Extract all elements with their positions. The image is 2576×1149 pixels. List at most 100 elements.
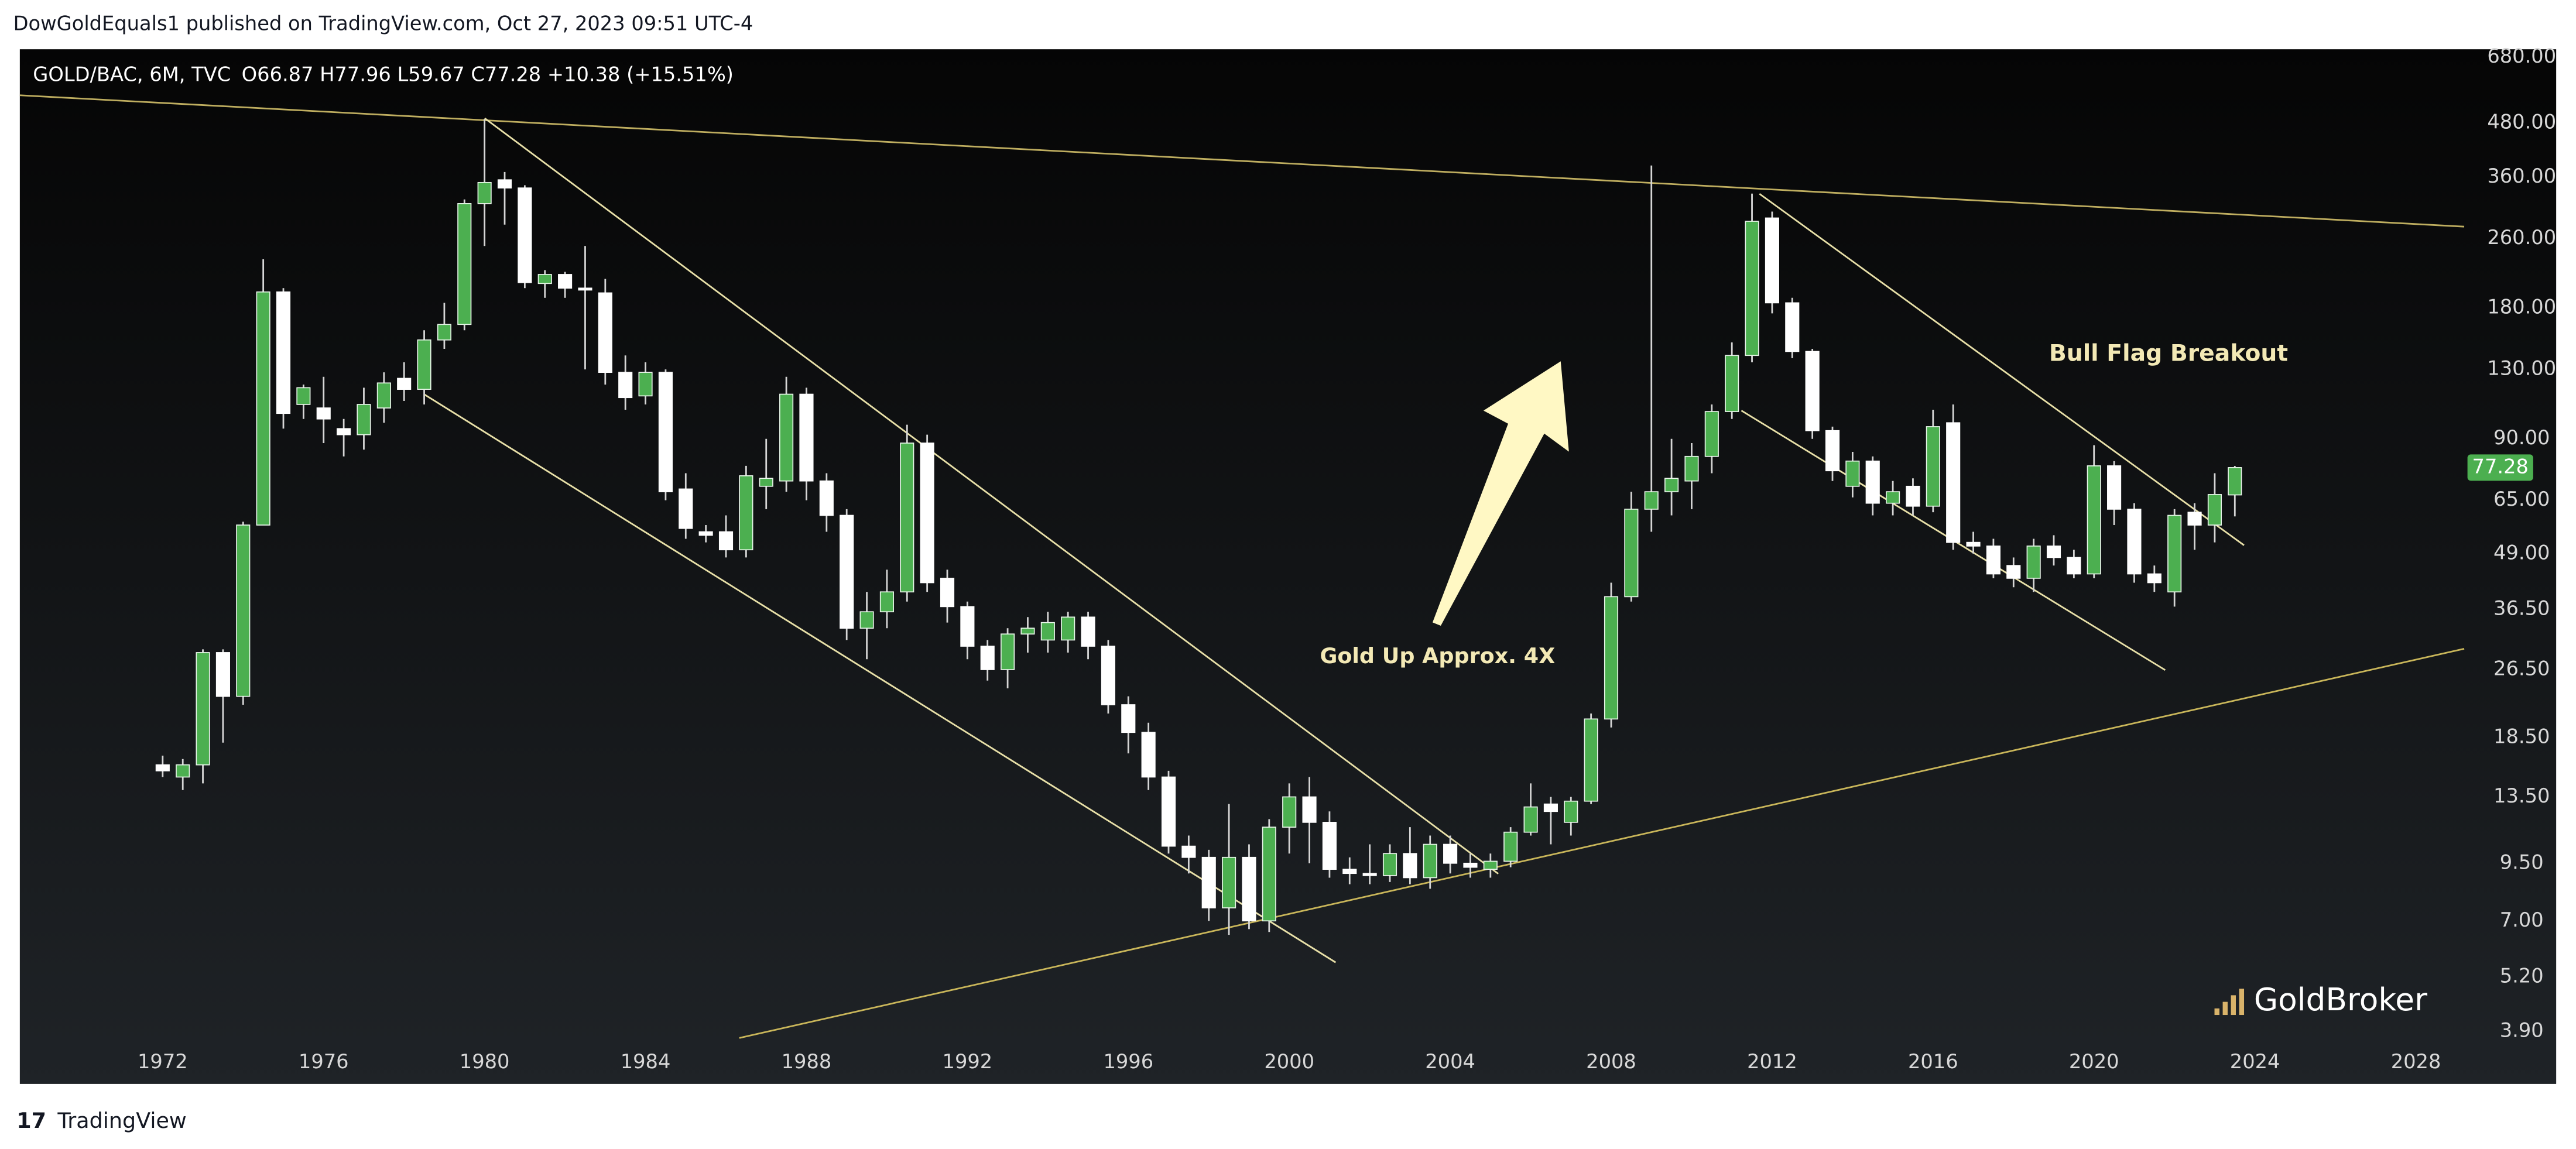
channel-line: [423, 393, 1337, 963]
candle-body: [316, 407, 331, 420]
candle-body: [1785, 302, 1800, 352]
annotation: Gold Up Approx. 4X: [1320, 643, 1555, 668]
support-line: [739, 647, 2465, 1039]
x-tick-label: 1996: [1103, 1050, 1153, 1073]
candle-body: [2067, 557, 2081, 575]
last-price-label: 77.28: [2472, 455, 2529, 478]
candle-body: [1463, 862, 1478, 868]
candle-body: [1543, 803, 1558, 812]
candle-body: [2187, 512, 2202, 526]
x-tick-label: 1984: [621, 1050, 671, 1073]
candle-body: [1242, 856, 1256, 922]
footer: TradingView: [57, 1108, 186, 1133]
candle-body: [2207, 494, 2222, 526]
x-tick-label: 1988: [782, 1050, 832, 1073]
candle-body: [2147, 573, 2161, 584]
candle-body: [437, 324, 451, 341]
candle-body: [1725, 355, 1739, 412]
candle-body: [779, 393, 794, 482]
y-tick-label: 680.00: [2487, 44, 2556, 67]
candle-body: [2026, 546, 2041, 579]
candle-body: [1443, 843, 1458, 864]
candle-body: [518, 187, 532, 283]
candle-body: [1926, 426, 1940, 507]
x-tick-label: 2008: [1586, 1050, 1636, 1073]
candle-body: [1564, 800, 1578, 823]
publish-header: DowGoldEquals1 published on TradingView.…: [13, 12, 753, 35]
last-price-box: [2467, 454, 2533, 481]
y-tick-label: 480.00: [2487, 110, 2556, 133]
candle-body: [357, 404, 371, 435]
candle-body: [879, 591, 894, 613]
candle-body: [698, 531, 713, 536]
x-tick-label: 1972: [138, 1050, 188, 1073]
candle-body: [558, 274, 573, 289]
candle-body: [1745, 221, 1759, 356]
candle-body: [2087, 465, 2101, 575]
candle-body: [1001, 633, 1015, 670]
symbol: GOLD/BAC, 6M, TVC: [33, 63, 231, 86]
y-tick-label: 26.50: [2493, 657, 2550, 680]
candle-body: [215, 652, 230, 697]
candle-body: [1523, 806, 1538, 833]
y-tick-label: 180.00: [2487, 296, 2556, 318]
candle-body: [1845, 460, 1860, 487]
x-tick-label: 1980: [460, 1050, 510, 1073]
candle-body: [1403, 853, 1417, 879]
resistance-line: [19, 94, 2465, 228]
candle-body: [155, 764, 170, 771]
candle-body: [1886, 491, 1900, 504]
candle-body: [2167, 515, 2182, 593]
channel-line: [1759, 193, 2245, 546]
candle-body: [638, 372, 653, 397]
candle-body: [980, 646, 995, 670]
ohlc-legend: O66.87 H77.96 L59.67 C77.28 +10.38 (+15.…: [242, 63, 734, 86]
x-tick-label: 1992: [943, 1050, 993, 1073]
candle-body: [598, 292, 612, 373]
y-tick-label: 90.00: [2493, 426, 2550, 449]
y-tick-label: 260.00: [2487, 226, 2556, 249]
x-tick-label: 2020: [2069, 1050, 2119, 1073]
candle-body: [1222, 856, 1236, 908]
y-tick-label: 36.50: [2493, 596, 2550, 619]
candle-body: [1986, 546, 2000, 575]
y-tick-label: 130.00: [2487, 357, 2556, 380]
y-tick-label: 7.00: [2500, 908, 2544, 931]
candle-body: [1664, 478, 1679, 492]
x-tick-label: 2024: [2230, 1050, 2280, 1073]
candle-body: [739, 475, 753, 551]
candle-body: [1423, 843, 1437, 879]
candle-body: [679, 488, 693, 529]
candles: [155, 119, 2242, 935]
candle-body: [196, 652, 210, 766]
y-tick-label: 360.00: [2487, 164, 2556, 187]
candle-body: [1322, 822, 1337, 870]
candle-body: [2046, 546, 2061, 558]
candle-body: [376, 382, 391, 409]
candle-body: [477, 181, 492, 204]
candle-body: [718, 531, 734, 551]
candle-body: [759, 478, 773, 487]
candle-body: [920, 443, 934, 584]
candle-body: [1362, 873, 1377, 876]
candle-body: [2127, 509, 2142, 575]
candle-body: [337, 428, 351, 435]
watermark-logo: [2214, 989, 2245, 1016]
candle-body: [1040, 622, 1055, 641]
candle-body: [397, 378, 412, 390]
candle-body: [1805, 351, 1820, 431]
footer-logo: 17: [16, 1108, 46, 1133]
candle-body: [276, 291, 291, 414]
x-tick-label: 2028: [2391, 1050, 2441, 1073]
candle-body: [840, 515, 854, 629]
candle-body: [537, 274, 552, 284]
y-tick-label: 49.00: [2493, 541, 2550, 564]
candle-body: [1382, 853, 1397, 876]
candle-body: [658, 372, 673, 492]
candle-body: [457, 203, 472, 325]
channel-line: [484, 117, 1499, 874]
candle-body: [1946, 422, 1961, 543]
candle-body: [1121, 704, 1136, 733]
y-tick-label: 18.50: [2493, 725, 2550, 747]
